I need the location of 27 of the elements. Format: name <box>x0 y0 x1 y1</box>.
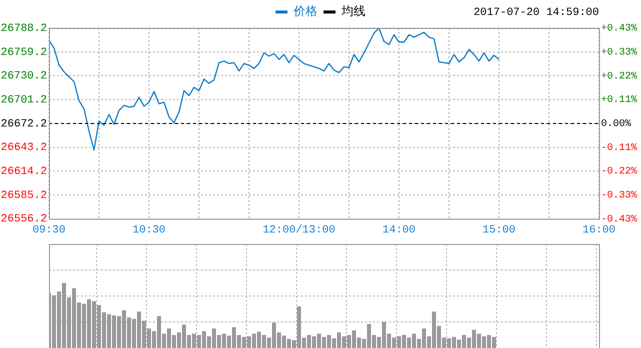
y-tick-label: 26643.2 <box>0 142 47 154</box>
y-tick-label: 26614.2 <box>0 166 47 178</box>
y2-tick-label: +0.33% <box>601 48 638 59</box>
text: 2017-07-20 14:59:00 <box>474 6 599 19</box>
y-tick-label: 26585.2 <box>0 190 47 202</box>
x-tick-label: 15:00 <box>482 224 516 236</box>
y2-tick-label: -0.33% <box>601 190 638 202</box>
x-tick-label: 14:00 <box>382 224 416 236</box>
y-tick-label: 26672.2 <box>0 118 47 130</box>
y-tick-label: 26759.2 <box>0 46 47 59</box>
x-tick-label: 10:30 <box>132 224 166 236</box>
x-tick-label: 16:00 <box>582 224 616 236</box>
legend-label: 价格 <box>292 4 318 18</box>
y-tick-label: 26730.2 <box>0 70 47 83</box>
y2-tick-label: +0.43% <box>601 24 638 35</box>
y2-tick-label: -0.11% <box>601 142 638 154</box>
x-tick-label: 12:00/13:00 <box>262 224 336 236</box>
y-tick-label: 26556.2 <box>0 214 47 226</box>
y2-tick-label: +0.22% <box>601 71 638 82</box>
y2-tick-label: -0.22% <box>601 166 638 178</box>
y-tick-label: 26788.2 <box>0 22 47 35</box>
legend-label: 均线 <box>340 4 366 18</box>
x-tick-label: 09:30 <box>32 224 66 236</box>
y2-tick-label: +0.11% <box>601 95 638 106</box>
y2-tick-label: 0.00% <box>601 119 632 130</box>
y2-tick-label: -0.43% <box>601 214 638 226</box>
y-tick-label: 26701.2 <box>0 94 47 106</box>
